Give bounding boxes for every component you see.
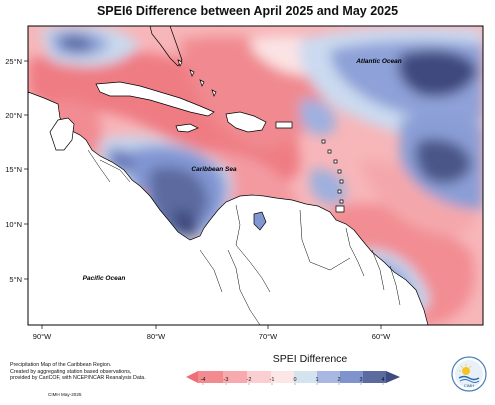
legend-tick: 3 — [359, 377, 362, 383]
legend-tick: 4 — [381, 377, 384, 383]
atlantic-ocean-label: Atlantic Ocean — [355, 58, 402, 65]
lat-label: 5°N — [9, 275, 22, 284]
lat-label: 15°N — [5, 165, 22, 174]
legend-tick: 0 — [293, 377, 296, 383]
caption-line: Created by aggregating station based obs… — [10, 368, 132, 375]
map-title: SPEI6 Difference between April 2025 and … — [96, 4, 399, 18]
lon-label: 60°W — [372, 332, 391, 341]
lat-label: 20°N — [5, 111, 22, 120]
caption-line: Precipitation Map of the Caribbean Regio… — [10, 362, 112, 368]
map-frame — [27, 25, 484, 326]
sun-icon — [462, 367, 470, 375]
legend-tick: -1 — [270, 377, 275, 383]
caption-line: provided by CariCOF, with NCEP/NCAR Rean… — [10, 375, 146, 382]
caribbean-sea-label: Caribbean Sea — [191, 166, 237, 173]
logo-text: CIMH — [464, 383, 474, 388]
credit-stamp: CIMH May-2025 — [48, 392, 82, 397]
cimh-logo: CIMH — [451, 356, 487, 392]
legend-tick: 1 — [315, 377, 318, 383]
pacific-ocean-label: Pacific Ocean — [83, 275, 126, 282]
lon-label: 70°W — [259, 332, 278, 341]
caption: Precipitation Map of the Caribbean Regio… — [10, 362, 160, 382]
lon-label: 90°W — [33, 332, 52, 341]
coastlines — [28, 26, 429, 325]
legend-tick: 2 — [337, 377, 340, 383]
legend-tick: -3 — [224, 377, 229, 383]
country-borders — [87, 149, 401, 325]
lon-label: 80°W — [147, 332, 166, 341]
legend-title: SPEI Difference — [272, 353, 348, 365]
legend-colorbar — [186, 371, 400, 385]
legend-tick: -2 — [247, 377, 252, 383]
legend-tick: -4 — [201, 377, 206, 383]
wave-icon — [458, 375, 480, 381]
lat-label: 10°N — [5, 220, 22, 229]
lat-label: 25°N — [5, 57, 22, 66]
